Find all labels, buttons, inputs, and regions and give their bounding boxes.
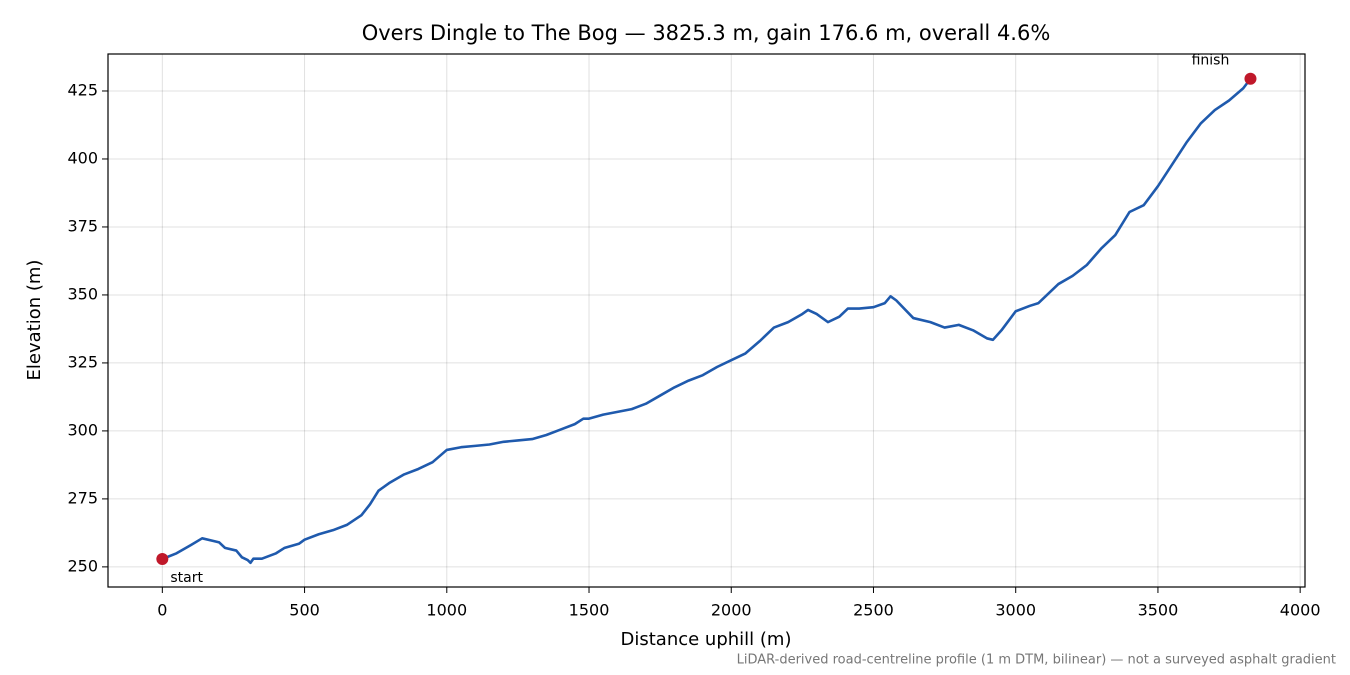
- x-tick-label: 2000: [711, 601, 752, 620]
- y-tick-label: 250: [67, 556, 98, 575]
- y-axis-label: Elevation (m): [24, 260, 45, 381]
- y-tick-label: 350: [67, 284, 98, 303]
- chart-title: Overs Dingle to The Bog — 3825.3 m, gain…: [362, 21, 1051, 45]
- x-tick-label: 1000: [426, 601, 467, 620]
- x-tick-label: 1500: [569, 601, 610, 620]
- x-tick-label: 0: [157, 601, 167, 620]
- y-tick-label: 375: [67, 216, 98, 235]
- y-tick-label: 275: [67, 488, 98, 507]
- y-tick-label: 425: [67, 80, 98, 99]
- endpoint-label: start: [170, 570, 203, 586]
- y-tick-label: 325: [67, 352, 98, 371]
- endpoint-marker: [1244, 72, 1257, 85]
- endpoint-marker: [156, 552, 169, 565]
- x-tick-label: 3500: [1138, 601, 1179, 620]
- x-axis-label: Distance uphill (m): [621, 629, 792, 650]
- endpoint-label: finish: [1192, 53, 1230, 69]
- plot-frame: [107, 53, 1306, 588]
- y-tick-label: 400: [67, 148, 98, 167]
- elevation-line: [161, 77, 1252, 565]
- x-tick-label: 3000: [995, 601, 1036, 620]
- y-tick-label: 300: [67, 420, 98, 439]
- x-tick-label: 500: [289, 601, 320, 620]
- x-tick-label: 4000: [1280, 601, 1321, 620]
- x-tick-label: 2500: [853, 601, 894, 620]
- footnote: LiDAR-derived road-centreline profile (1…: [737, 653, 1336, 668]
